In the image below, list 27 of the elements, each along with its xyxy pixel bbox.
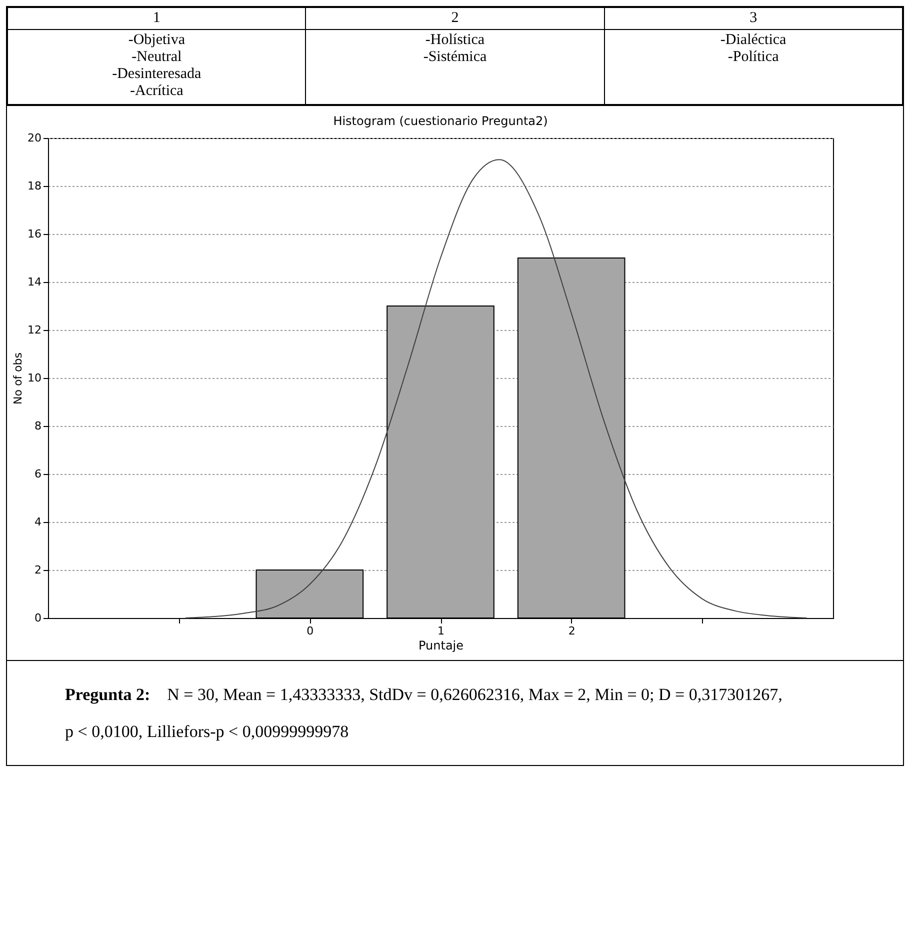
x-tick-label: 0 <box>306 624 314 638</box>
x-tick-label: 1 <box>438 624 444 638</box>
y-axis-title: No of obs <box>12 352 25 404</box>
y-tick-label: 2 <box>34 564 42 576</box>
text: 3 <box>604 8 902 30</box>
text: Pregunta 2: <box>65 685 150 704</box>
y-tick-label: 20 <box>28 132 42 144</box>
text: -Holística -Sistémica <box>422 32 488 66</box>
text: -Objetiva -Neutral -Desinteresada -Acrítica <box>111 32 202 100</box>
y-tick-label: 18 <box>28 180 42 192</box>
line-series <box>184 159 808 618</box>
y-tick-label: 4 <box>34 516 42 528</box>
text: p < 0,0100, Lilliefors-p < 0,00999999978 <box>64 721 350 744</box>
text: 1 <box>8 8 306 30</box>
y-tick-label: 6 <box>34 468 42 480</box>
y-tick-label: 12 <box>28 324 42 336</box>
y-tick-label: 10 <box>28 372 42 384</box>
x-tick-label: 2 <box>568 624 576 638</box>
text: 2 <box>306 8 604 30</box>
text: -Dialéctica -Política <box>719 32 788 66</box>
y-tick-label: 14 <box>28 276 42 288</box>
y-tick-label: 0 <box>34 612 42 624</box>
y-tick-label: 8 <box>34 420 42 432</box>
x-axis-title: Puntaje <box>418 638 464 652</box>
y-tick-label: 16 <box>28 228 42 240</box>
text: N = 30, Mean = 1,43333333, StdDv = 0,626062316, Max = 2, Min = 0; D = 0,317301267, <box>167 685 782 704</box>
chart-title: Histogram (cuestionario Pregunta2) <box>333 114 548 128</box>
